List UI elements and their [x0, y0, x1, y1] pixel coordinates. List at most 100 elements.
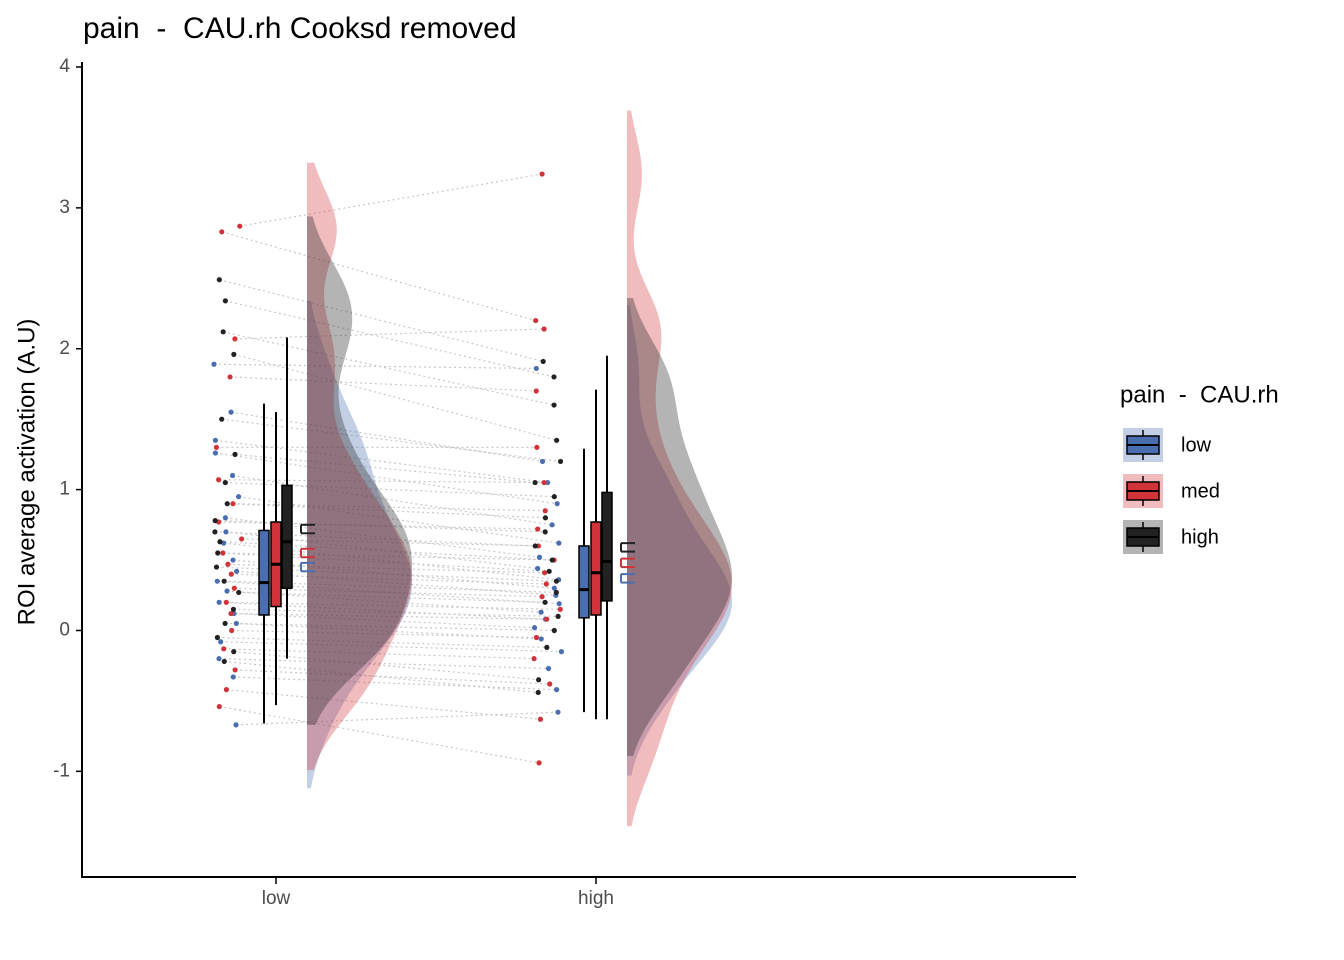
data-point [229, 472, 236, 479]
data-point [545, 479, 551, 486]
data-point [227, 374, 233, 380]
pair-line [225, 300, 555, 378]
data-point [233, 620, 239, 627]
pair-line [226, 601, 561, 610]
y-axis-label: ROI average activation (A.U) [13, 319, 40, 626]
density [627, 305, 732, 776]
data-point [538, 636, 544, 642]
data-point [532, 479, 538, 486]
pair-line [234, 328, 545, 340]
pair-line [217, 580, 560, 605]
pair-line [238, 591, 546, 603]
data-point [555, 709, 561, 715]
pair-line [227, 503, 546, 519]
pair-line [232, 559, 555, 589]
data-point [533, 634, 540, 641]
pair-line [215, 452, 558, 505]
data-point [214, 634, 221, 641]
data-point [216, 656, 222, 662]
mean-error-bar [300, 561, 315, 573]
data-point [554, 437, 560, 443]
data-point [232, 336, 238, 342]
data-point [212, 437, 219, 443]
pair-line [233, 651, 539, 681]
pair-line [218, 658, 549, 670]
pair-line [215, 520, 546, 533]
data-point [228, 409, 234, 415]
data-point [219, 416, 225, 422]
data-point [216, 277, 222, 283]
data-point [231, 351, 237, 357]
pair-line [219, 279, 544, 362]
data-point [556, 540, 562, 546]
pair-line [215, 439, 548, 484]
y-tick-label: 4 [59, 56, 70, 77]
pair-line [231, 629, 537, 639]
data-point [236, 494, 242, 500]
data-point [219, 229, 225, 235]
mean-error-bar [300, 523, 315, 535]
data-point [540, 358, 546, 365]
data-point [239, 536, 245, 542]
data-point [222, 298, 228, 304]
pair-line [213, 363, 537, 370]
pair-line [232, 474, 553, 526]
data-point [539, 171, 545, 177]
data-point [536, 554, 543, 560]
data-point [544, 644, 550, 650]
data-point [531, 625, 538, 631]
data-point [553, 589, 559, 596]
legend-label: high [1181, 526, 1219, 548]
pair-line [233, 608, 559, 617]
plot-area [211, 110, 732, 827]
data-point [544, 616, 550, 622]
pair-line [220, 641, 562, 653]
y-tick-label: 2 [59, 338, 70, 359]
data-point [535, 689, 541, 696]
pair-line [233, 353, 557, 441]
data-point [539, 458, 546, 465]
data-point [553, 578, 559, 584]
data-point [215, 550, 221, 556]
data-point [213, 444, 220, 450]
pair-line [230, 376, 537, 392]
data-point [532, 543, 538, 549]
data-point [551, 627, 557, 634]
data-point [228, 571, 234, 577]
pair-line [219, 705, 540, 764]
data-point [536, 677, 542, 683]
data-point [217, 539, 223, 545]
pair-line [218, 479, 545, 484]
data-point [224, 588, 230, 594]
legend-label: med [1181, 480, 1220, 502]
data-point [221, 646, 227, 652]
pair-line [234, 587, 543, 598]
data-point [223, 687, 230, 693]
data-point [546, 568, 552, 574]
pair-line [233, 612, 535, 629]
box [281, 484, 293, 589]
mean-error-bar [300, 547, 315, 559]
pair-line [214, 531, 536, 547]
data-point [557, 458, 564, 465]
data-point [537, 716, 544, 722]
data-point [221, 578, 227, 584]
data-point [557, 606, 563, 612]
data-point [216, 477, 222, 483]
box [578, 545, 590, 619]
data-point [232, 451, 238, 457]
data-point [222, 515, 229, 521]
pair-line [225, 481, 555, 498]
box [601, 491, 613, 602]
pair-line [235, 669, 550, 685]
pair-line [232, 503, 546, 512]
data-point [230, 501, 236, 507]
data-point [542, 529, 548, 535]
box [590, 521, 602, 616]
legend-title: pain - CAU.rh [1120, 381, 1279, 408]
data-point [234, 568, 240, 574]
data-point [542, 515, 549, 521]
pair-line [239, 173, 543, 227]
pair-line [235, 711, 558, 726]
